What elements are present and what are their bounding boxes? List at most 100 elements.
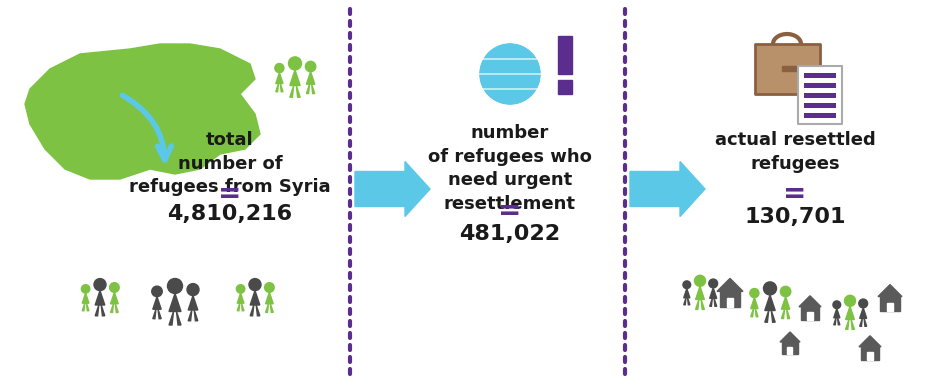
Polygon shape: [858, 336, 880, 347]
Circle shape: [289, 57, 302, 70]
Polygon shape: [256, 305, 260, 316]
Polygon shape: [95, 305, 98, 316]
Polygon shape: [780, 309, 784, 319]
Circle shape: [780, 286, 790, 297]
Polygon shape: [832, 308, 839, 318]
Polygon shape: [709, 298, 712, 306]
Circle shape: [187, 284, 199, 296]
Bar: [803, 103, 835, 108]
Bar: [803, 73, 835, 78]
Bar: [781, 342, 797, 354]
Circle shape: [94, 279, 106, 291]
Circle shape: [167, 279, 182, 293]
Polygon shape: [280, 84, 283, 92]
Bar: [860, 347, 878, 360]
Circle shape: [236, 285, 245, 293]
Circle shape: [264, 283, 274, 292]
Polygon shape: [296, 86, 300, 97]
Bar: [800, 307, 818, 320]
Polygon shape: [786, 309, 789, 319]
Circle shape: [305, 61, 316, 72]
Polygon shape: [237, 293, 244, 303]
Bar: [787, 347, 792, 354]
Polygon shape: [86, 303, 89, 311]
Circle shape: [151, 286, 162, 297]
Polygon shape: [169, 293, 181, 312]
Polygon shape: [152, 297, 161, 309]
Polygon shape: [754, 308, 757, 317]
Polygon shape: [716, 279, 742, 291]
Polygon shape: [176, 312, 181, 325]
Polygon shape: [270, 304, 273, 312]
Polygon shape: [152, 309, 156, 319]
Bar: [558, 36, 572, 74]
Polygon shape: [290, 70, 300, 86]
Polygon shape: [683, 289, 690, 298]
Polygon shape: [850, 319, 854, 329]
Text: actual resettled
refugees: actual resettled refugees: [714, 131, 874, 173]
Polygon shape: [265, 292, 273, 304]
Circle shape: [82, 285, 90, 293]
Polygon shape: [701, 300, 703, 309]
Polygon shape: [837, 318, 839, 325]
Polygon shape: [237, 303, 239, 311]
Polygon shape: [169, 312, 174, 325]
Polygon shape: [750, 308, 753, 317]
Bar: [558, 80, 572, 94]
Polygon shape: [683, 298, 685, 305]
Polygon shape: [798, 296, 820, 307]
Polygon shape: [276, 84, 278, 92]
Polygon shape: [306, 84, 309, 94]
Text: 4,810,216: 4,810,216: [167, 204, 292, 224]
Polygon shape: [188, 296, 198, 310]
Polygon shape: [110, 292, 118, 304]
Bar: [726, 298, 732, 307]
Polygon shape: [695, 286, 703, 300]
Polygon shape: [764, 310, 767, 322]
Circle shape: [110, 283, 119, 292]
Text: =: =: [218, 180, 241, 208]
Polygon shape: [863, 319, 866, 326]
Circle shape: [478, 42, 541, 106]
Polygon shape: [95, 291, 105, 305]
FancyArrow shape: [354, 161, 430, 217]
Polygon shape: [25, 44, 260, 179]
Bar: [806, 312, 812, 320]
Polygon shape: [241, 303, 244, 311]
Text: =: =: [497, 197, 522, 225]
Circle shape: [857, 299, 867, 308]
Polygon shape: [306, 72, 315, 84]
Bar: [886, 303, 892, 311]
Polygon shape: [858, 308, 866, 319]
Bar: [867, 352, 871, 360]
Text: 481,022: 481,022: [459, 224, 560, 244]
Polygon shape: [265, 304, 268, 312]
Text: number
of refugees who
need urgent
resettlement: number of refugees who need urgent reset…: [428, 124, 591, 213]
Text: 130,701: 130,701: [743, 207, 844, 227]
Polygon shape: [695, 300, 698, 309]
Text: total
number of
refugees from Syria: total number of refugees from Syria: [129, 131, 330, 196]
Polygon shape: [750, 298, 757, 308]
Circle shape: [275, 63, 284, 73]
Polygon shape: [158, 309, 161, 319]
Polygon shape: [250, 291, 260, 305]
Bar: [880, 296, 898, 311]
Polygon shape: [832, 318, 835, 325]
Circle shape: [249, 279, 261, 291]
Polygon shape: [115, 304, 118, 312]
Polygon shape: [844, 319, 848, 329]
Bar: [803, 83, 835, 88]
Circle shape: [749, 289, 758, 298]
Bar: [781, 66, 797, 71]
Polygon shape: [188, 310, 191, 321]
Bar: [797, 66, 841, 124]
Polygon shape: [764, 295, 774, 310]
Bar: [754, 44, 819, 94]
Polygon shape: [83, 303, 84, 311]
Polygon shape: [780, 297, 789, 309]
Bar: [803, 93, 835, 98]
Circle shape: [844, 295, 855, 306]
Circle shape: [832, 301, 840, 308]
Circle shape: [694, 275, 704, 286]
Bar: [803, 113, 835, 118]
